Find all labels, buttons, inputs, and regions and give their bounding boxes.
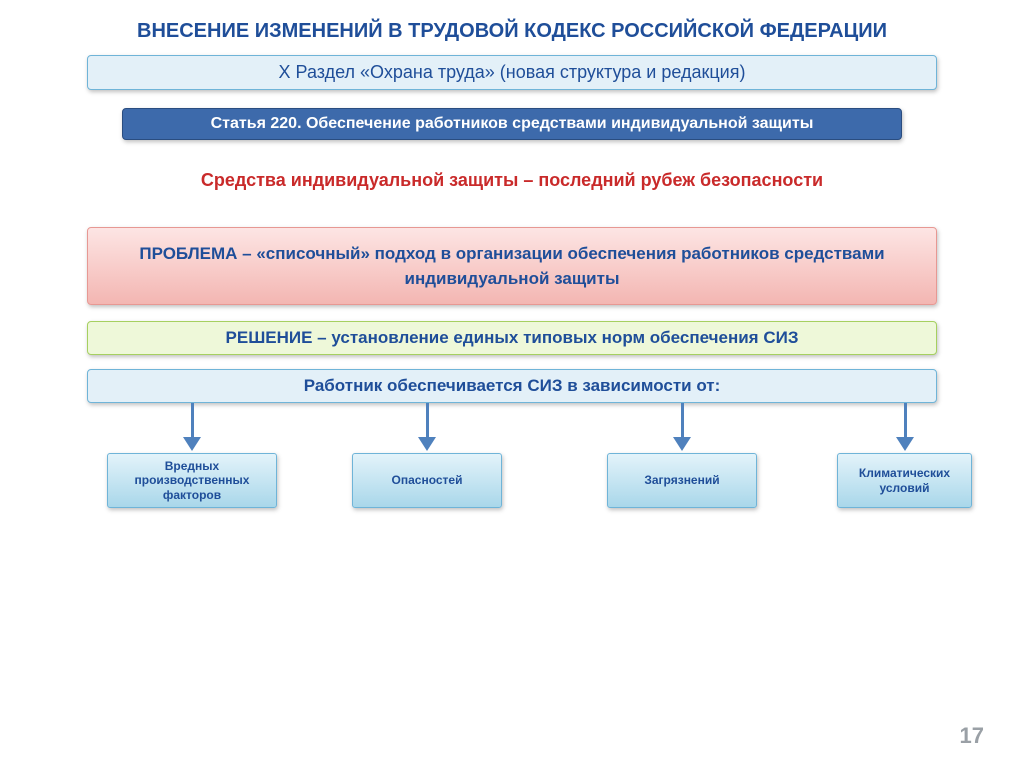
dependency-leaf-label: Опасностей [392, 473, 463, 487]
article-box: Статья 220. Обеспечение работников средс… [122, 108, 902, 140]
dependency-leaf: Вредных производственных факторов [107, 453, 277, 508]
solution-body: – установление единых типовых норм обесп… [312, 328, 798, 347]
problem-body: – «списочный» подход в организации обесп… [237, 244, 884, 289]
dependency-row: Вредных производственных факторов Опаснос… [87, 403, 937, 513]
dependency-leaf: Опасностей [352, 453, 502, 508]
problem-text: ПРОБЛЕМА – «списочный» подход в организа… [100, 241, 924, 292]
dependency-leaf: Загрязнений [607, 453, 757, 508]
dependency-leaf: Климатических условий [837, 453, 972, 508]
problem-label: ПРОБЛЕМА [139, 244, 237, 263]
slide-root: ВНЕСЕНИЕ ИЗМЕНЕНИЙ В ТРУДОВОЙ КОДЕКС РОС… [0, 0, 1024, 767]
tagline-text: Средства индивидуальной защиты – последн… [80, 170, 944, 191]
depends-text: Работник обеспечивается СИЗ в зависимост… [304, 376, 721, 396]
solution-box: РЕШЕНИЕ – установление единых типовых но… [87, 321, 937, 355]
depends-box: Работник обеспечивается СИЗ в зависимост… [87, 369, 937, 403]
section-subtitle-box: X Раздел «Охрана труда» (новая структура… [87, 55, 937, 90]
problem-box: ПРОБЛЕМА – «списочный» подход в организа… [87, 227, 937, 305]
page-number: 17 [960, 723, 984, 749]
dependency-leaf-label: Загрязнений [644, 473, 719, 487]
section-subtitle-text: X Раздел «Охрана труда» (новая структура… [279, 62, 746, 83]
solution-text: РЕШЕНИЕ – установление единых типовых но… [226, 328, 799, 348]
solution-label: РЕШЕНИЕ [226, 328, 313, 347]
main-title: ВНЕСЕНИЕ ИЗМЕНЕНИЙ В ТРУДОВОЙ КОДЕКС РОС… [80, 20, 944, 43]
dependency-leaf-label: Вредных производственных факторов [108, 459, 276, 502]
dependency-leaf-label: Климатических условий [838, 466, 971, 495]
article-text: Статья 220. Обеспечение работников средс… [211, 115, 814, 133]
